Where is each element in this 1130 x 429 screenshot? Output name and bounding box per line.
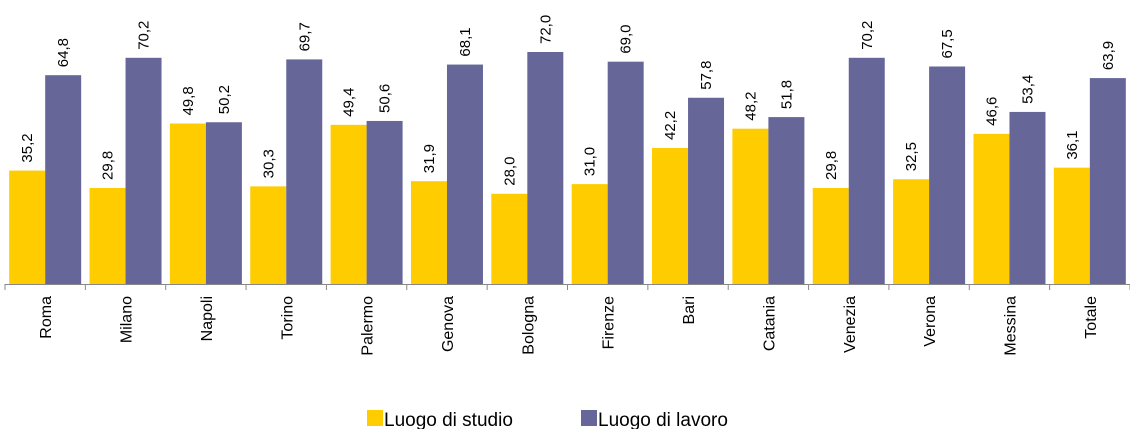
category-label: Totale — [1083, 296, 1100, 339]
category-label: Bari — [681, 296, 698, 324]
category-label: Verona — [922, 296, 939, 347]
bar-studio — [9, 170, 46, 284]
bars-layer — [9, 52, 1126, 285]
bar-studio — [732, 128, 769, 284]
bar-lavoro — [366, 120, 403, 284]
bar-lavoro — [929, 66, 966, 284]
category-label: Torino — [279, 296, 296, 340]
value-label: 50,2 — [216, 85, 233, 114]
bar-lavoro — [446, 64, 483, 284]
value-label: 51,8 — [778, 80, 795, 109]
category-label: Catania — [761, 296, 778, 351]
bar-studio — [893, 179, 930, 284]
value-label: 46,6 — [983, 97, 1000, 126]
legend-label: Luogo di lavoro — [598, 410, 728, 429]
value-label: 63,9 — [1100, 41, 1117, 70]
value-label: 72,0 — [537, 15, 554, 44]
value-label: 35,2 — [19, 133, 36, 162]
value-label: 30,3 — [260, 149, 277, 178]
bar-lavoro — [1089, 78, 1126, 284]
bar-studio — [89, 187, 126, 284]
bar-lavoro — [848, 57, 885, 284]
value-label: 68,1 — [457, 27, 474, 56]
category-label: Venezia — [842, 296, 859, 353]
bar-studio — [491, 193, 528, 284]
value-label: 42,2 — [662, 111, 679, 140]
value-label: 69,0 — [618, 24, 635, 53]
bar-studio — [571, 184, 608, 284]
value-label: 28,0 — [501, 157, 518, 186]
value-label: 29,8 — [823, 151, 840, 180]
value-label: 69,7 — [296, 22, 313, 51]
value-label: 48,2 — [742, 91, 759, 120]
category-label: Napoli — [199, 296, 216, 341]
bar-lavoro — [286, 59, 323, 285]
bar-studio — [250, 186, 287, 284]
bar-studio — [812, 187, 849, 284]
category-label: Firenze — [601, 296, 618, 349]
value-label: 70,2 — [859, 21, 876, 50]
category-label: Bologna — [520, 296, 537, 355]
bar-studio — [973, 133, 1010, 284]
bar-lavoro — [527, 52, 564, 284]
category-label: Roma — [38, 296, 55, 339]
value-label: 64,8 — [55, 38, 72, 67]
value-label: 50,6 — [377, 84, 394, 113]
value-label: 70,2 — [136, 21, 153, 50]
value-label: 53,4 — [1019, 75, 1036, 104]
value-label: 49,4 — [341, 88, 358, 117]
bar-lavoro — [768, 117, 805, 284]
bar-lavoro — [125, 57, 162, 284]
category-label: Messina — [1002, 296, 1019, 356]
category-label: Palermo — [360, 296, 377, 356]
category-labels-layer: Roma Milano Napoli Torino Palermo Genova Bolog… — [38, 296, 1100, 356]
x-axis-ticks — [4, 284, 1130, 290]
bar-studio — [330, 124, 367, 284]
value-label: 31,0 — [582, 147, 599, 176]
bar-studio — [410, 181, 447, 284]
legend-swatch — [367, 410, 383, 426]
value-label: 36,1 — [1064, 130, 1081, 159]
value-label: 31,9 — [421, 144, 438, 173]
value-labels-layer: 35,2 64,8 29,8 70,2 49,8 50,2 30,3 69,7 49,4 50,6… — [19, 15, 1117, 186]
legend-label: Luogo di studio — [384, 410, 513, 429]
category-label: Genova — [440, 296, 457, 352]
bar-lavoro — [45, 75, 82, 284]
bar-studio — [169, 123, 206, 285]
bar-lavoro — [688, 97, 725, 284]
value-label: 67,5 — [939, 29, 956, 58]
bar-lavoro — [1009, 111, 1046, 284]
category-label: Milano — [119, 296, 136, 343]
value-label: 57,8 — [698, 61, 715, 90]
legend: Luogo di studio Luogo di lavoro — [367, 410, 728, 429]
value-label: 49,8 — [180, 86, 197, 115]
value-label: 32,5 — [903, 142, 920, 171]
bar-lavoro — [205, 122, 242, 284]
bar-studio — [1053, 167, 1090, 284]
legend-swatch — [581, 410, 597, 426]
value-label: 29,8 — [100, 151, 117, 180]
bar-studio — [652, 148, 689, 284]
bar-lavoro — [607, 61, 644, 284]
